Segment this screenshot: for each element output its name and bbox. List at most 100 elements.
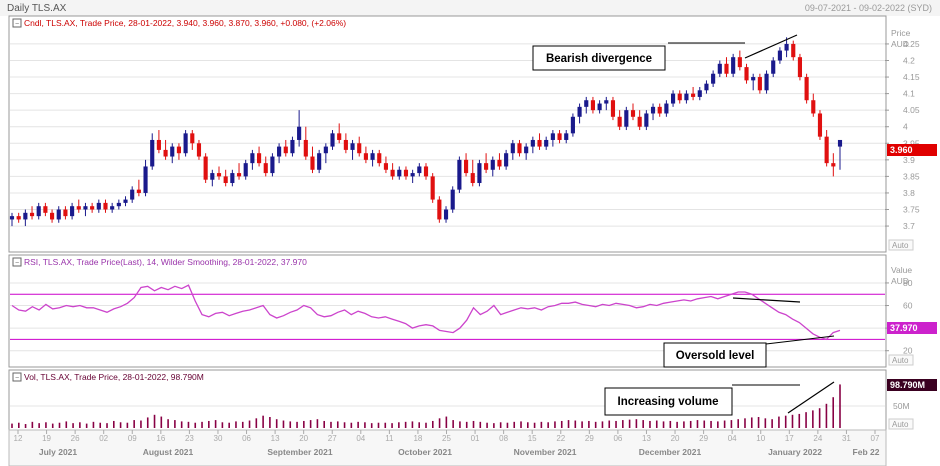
legend-toggle-icon-glyph: −	[15, 260, 19, 267]
day-label: 18	[413, 434, 422, 443]
candle-body	[684, 93, 689, 101]
legend-toggle-icon-glyph: −	[15, 21, 19, 28]
candle-body	[811, 100, 816, 114]
day-label: 13	[642, 434, 651, 443]
candle-body	[230, 173, 235, 184]
price-candles	[9, 37, 843, 227]
price-auto-label: Auto	[892, 241, 909, 250]
rsi-last-value: 37.970	[890, 323, 918, 333]
day-label: 29	[585, 434, 594, 443]
time-axis-days: 12 19 26 02 09 16 23 30 06 13 20 27 04 11 18 25 01 08 15 22…	[14, 430, 880, 443]
month-label: January 2022	[768, 447, 822, 457]
price-tick-label: 4	[903, 122, 908, 132]
increasing-volume-box	[604, 387, 733, 416]
day-label: 12	[14, 434, 23, 443]
price-tick-label: 3.7	[903, 221, 915, 231]
candle-body	[450, 189, 455, 210]
price-axis-title: Price	[891, 28, 911, 38]
candle-body	[143, 166, 148, 193]
day-label: 25	[442, 434, 451, 443]
candle-body	[16, 216, 21, 220]
candle-body	[397, 169, 402, 177]
oversold-level-box	[663, 342, 767, 368]
candle-body	[650, 106, 656, 114]
candle-body	[410, 173, 415, 177]
volume-bars	[11, 384, 841, 428]
candle-body	[797, 57, 803, 78]
candle-body	[657, 106, 662, 114]
bearish-divergence-label: Bearish divergence	[546, 53, 652, 65]
candle-body	[256, 153, 262, 164]
candle-body	[343, 139, 348, 150]
candle-body	[837, 139, 843, 147]
day-label: 22	[556, 434, 565, 443]
candle-body	[403, 169, 409, 177]
candle-body	[370, 153, 375, 160]
month-label: October 2021	[398, 447, 452, 457]
candle-body	[363, 153, 368, 160]
candle-body	[116, 202, 121, 207]
candle-body	[463, 159, 469, 174]
candle-body	[277, 146, 282, 157]
candle-body	[764, 73, 769, 91]
price-auto-button-bg[interactable]	[888, 239, 914, 251]
rsi-auto-button[interactable]: Auto	[888, 354, 914, 366]
bearish-divergence-annotation: Bearish divergence	[532, 34, 798, 71]
price-axis[interactable]: Price AUD 4.25 4.2 4.15 4.1 4.05 4 3.95 3.9 3.85…	[885, 28, 920, 231]
candle-body	[110, 206, 115, 210]
date-range: 09-07-2021 - 09-02-2022 (SYD)	[805, 3, 932, 13]
price-legend-text: Cndl, TLS.AX, Trade Price, 28-01-2022, 3…	[24, 18, 346, 28]
candle-body	[136, 189, 141, 193]
volume-legend[interactable]: − Vol, TLS.AX, Trade Price, 28-01-2022, …	[12, 372, 204, 382]
candle-body	[263, 163, 268, 174]
candle-body	[624, 110, 629, 127]
candle-body	[524, 146, 529, 154]
candle-body	[303, 139, 308, 157]
candle-body	[644, 113, 649, 127]
rsi-axis[interactable]: Value AUD 80604020	[885, 265, 913, 356]
legend-toggle-icon[interactable]	[12, 257, 22, 267]
candle-body	[357, 143, 362, 154]
candle-body	[383, 163, 389, 170]
candle-body	[29, 212, 35, 217]
day-label: 11	[385, 434, 394, 443]
volume-tick-label: 50M	[893, 401, 910, 411]
rsi-axis-title: Value	[891, 265, 912, 275]
price-tick-label: 4.05	[903, 105, 920, 115]
price-last-value: 3.960	[890, 145, 913, 155]
price-tick-label: 3.85	[903, 171, 920, 181]
time-axis-months: July 2021 August 2021 September 2021 Octobe…	[39, 447, 880, 457]
volume-auto-button-bg[interactable]	[888, 418, 914, 430]
price-legend[interactable]: − Cndl, TLS.AX, Trade Price, 28-01-2022,…	[12, 18, 346, 28]
day-label: 02	[99, 434, 108, 443]
candle-body	[103, 202, 108, 210]
candle-body	[76, 206, 81, 210]
day-label: 27	[328, 434, 337, 443]
candle-body	[350, 143, 355, 150]
price-tick-label: 3.95	[903, 138, 920, 148]
rsi-tick-label: 60	[903, 301, 913, 311]
candle-body	[777, 50, 782, 61]
volume-axis[interactable]: 50M	[893, 401, 910, 411]
legend-toggle-icon[interactable]	[12, 372, 22, 382]
legend-toggle-icon-glyph: −	[15, 375, 19, 382]
candle-body	[711, 73, 716, 84]
candle-body	[337, 133, 342, 140]
rsi-last-tag: 37.970	[887, 322, 937, 334]
legend-toggle-icon[interactable]	[12, 18, 22, 28]
volume-auto-button[interactable]: Auto	[888, 418, 914, 430]
day-label: 07	[871, 434, 880, 443]
candle-body	[317, 153, 322, 170]
price-last-tag: 3.960	[887, 144, 937, 156]
rsi-auto-button-bg[interactable]	[888, 354, 914, 366]
day-label: 20	[671, 434, 680, 443]
candle-body	[56, 209, 61, 220]
candle-body	[677, 93, 682, 101]
increasing-volume-label: Increasing volume	[618, 396, 719, 408]
candle-body	[43, 206, 48, 213]
rsi-legend[interactable]: − RSI, TLS.AX, Trade Price(Last), 14, Wi…	[12, 257, 307, 267]
candle-body	[751, 77, 756, 81]
window-title: Daily TLS.AX	[7, 3, 67, 14]
price-auto-button[interactable]: Auto	[888, 239, 914, 251]
title-bar	[0, 0, 940, 16]
